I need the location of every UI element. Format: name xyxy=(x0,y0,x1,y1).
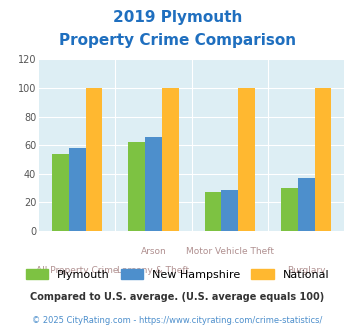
Text: Motor Vehicle Theft: Motor Vehicle Theft xyxy=(186,248,274,256)
Text: Larceny & Theft: Larceny & Theft xyxy=(118,266,190,275)
Text: Arson: Arson xyxy=(141,248,166,256)
Bar xyxy=(315,88,331,231)
Bar xyxy=(69,148,86,231)
Bar xyxy=(162,88,179,231)
Text: Property Crime Comparison: Property Crime Comparison xyxy=(59,33,296,48)
Bar xyxy=(205,192,222,231)
Legend: Plymouth, New Hampshire, National: Plymouth, New Hampshire, National xyxy=(21,265,334,284)
Bar xyxy=(222,189,238,231)
Bar xyxy=(86,88,102,231)
Text: Compared to U.S. average. (U.S. average equals 100): Compared to U.S. average. (U.S. average … xyxy=(31,292,324,302)
Bar xyxy=(281,188,298,231)
Bar xyxy=(298,178,315,231)
Bar xyxy=(238,88,255,231)
Text: All Property Crime: All Property Crime xyxy=(36,266,119,275)
Text: © 2025 CityRating.com - https://www.cityrating.com/crime-statistics/: © 2025 CityRating.com - https://www.city… xyxy=(32,316,323,325)
Bar xyxy=(145,137,162,231)
Text: Burglary: Burglary xyxy=(287,266,326,275)
Text: 2019 Plymouth: 2019 Plymouth xyxy=(113,10,242,25)
Bar xyxy=(129,142,145,231)
Bar xyxy=(52,154,69,231)
